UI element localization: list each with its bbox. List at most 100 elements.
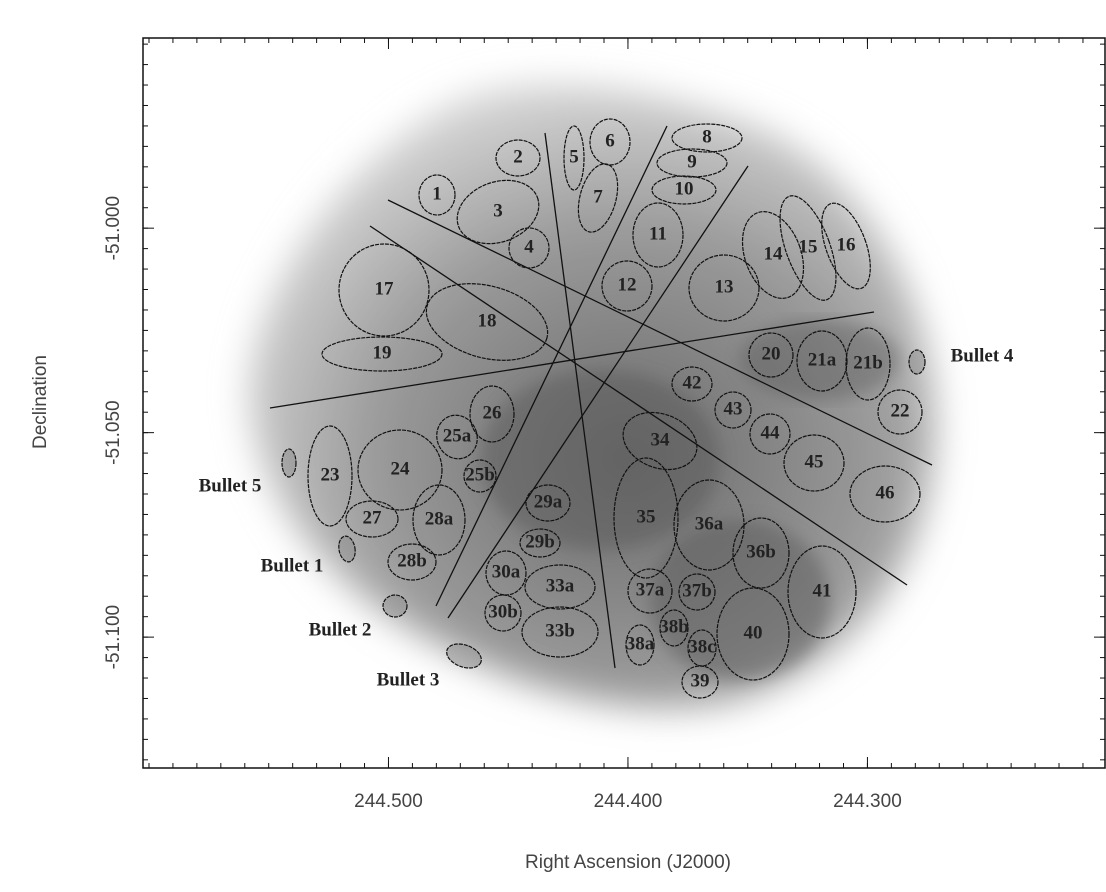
region-label: 1 [432, 183, 442, 204]
region-ellipse [387, 543, 437, 581]
y-tick-label: -51.000 [103, 196, 124, 260]
region-ellipse [425, 283, 549, 361]
region-label: 45 [805, 451, 824, 472]
nebula-image [249, 83, 936, 709]
region-label: 11 [649, 223, 667, 244]
region-label: 33a [546, 575, 575, 596]
region-label: 34 [651, 429, 671, 450]
region-label: 40 [744, 622, 763, 643]
region-label: 26 [483, 402, 502, 423]
region-label: 25a [443, 425, 472, 446]
region-ellipse [613, 457, 679, 579]
region-ellipse [357, 429, 443, 511]
region-ellipse [714, 391, 752, 429]
region-ellipse [622, 411, 698, 471]
region-ellipse [749, 413, 791, 455]
region-label: 46 [876, 482, 895, 503]
region-label: 10 [675, 178, 694, 199]
region-label: 28a [425, 508, 454, 529]
region-ellipse [338, 243, 430, 337]
region-label: 4 [524, 236, 534, 257]
region-ellipse [524, 564, 596, 610]
bullet-label: Bullet 3 [377, 669, 440, 690]
x-tick-label: 244.300 [833, 791, 902, 812]
region-label: 30a [492, 561, 521, 582]
region-ellipse [625, 624, 655, 666]
bullet-ellipse [281, 448, 297, 478]
region-ellipse [779, 195, 837, 301]
region-label: 19 [373, 342, 392, 363]
region-label: 21a [808, 349, 837, 370]
region-ellipse [673, 479, 745, 571]
region-ellipse [577, 163, 619, 233]
region-ellipse [748, 332, 794, 378]
region-label: 35 [637, 506, 656, 527]
region-label: 37a [636, 579, 665, 600]
region-ellipse [678, 573, 716, 611]
region-ellipse [627, 568, 673, 614]
region-ellipse [821, 202, 871, 290]
region-label: 15 [799, 236, 818, 257]
region-label: 16 [837, 234, 856, 255]
bullet-ellipse [446, 643, 482, 669]
region-label: 6 [605, 130, 615, 151]
region-label: 36a [695, 513, 724, 534]
x-tick-label: 244.400 [594, 791, 663, 812]
region-ellipse [412, 484, 466, 556]
y-tick-label: -51.050 [103, 400, 124, 464]
region-ellipse [659, 609, 689, 647]
region-label: 29b [525, 531, 555, 552]
region-ellipse [732, 517, 790, 589]
region-ellipse [796, 330, 848, 392]
region-ellipse [741, 211, 805, 299]
region-ellipse [783, 434, 845, 492]
region-label: 29a [534, 491, 563, 512]
bullet-label: Bullet 2 [309, 619, 372, 640]
region-label: 39 [691, 670, 710, 691]
y-tick-label: -51.100 [103, 605, 124, 669]
region-label: 20 [762, 343, 781, 364]
region-label: 38b [659, 616, 689, 637]
plot-frame [142, 37, 1106, 769]
region-label: 13 [715, 276, 734, 297]
region-label: 2 [513, 146, 523, 167]
region-ellipse [671, 366, 713, 402]
region-label: 24 [391, 458, 411, 479]
bullet-label: Bullet 4 [951, 345, 1014, 366]
region-ellipse [521, 606, 599, 658]
region-ellipse [716, 587, 790, 681]
region-label: 21b [853, 352, 883, 373]
region-label: 25b [465, 464, 495, 485]
region-ellipse [463, 459, 497, 493]
sector-lines [269, 125, 933, 669]
region-ellipse [688, 254, 760, 322]
region-label: 36b [746, 541, 776, 562]
region-label: 38a [626, 633, 655, 654]
region-ellipse [321, 336, 443, 372]
region-ellipse [519, 528, 561, 558]
region-ellipse [671, 123, 743, 153]
region-ellipse [418, 174, 456, 216]
region-label: 44 [761, 422, 781, 443]
region-label: 27 [363, 507, 383, 528]
region-label: 33b [545, 620, 575, 641]
region-label: 43 [724, 398, 743, 419]
bullet-ellipse [338, 535, 356, 563]
region-label: 8 [702, 126, 712, 147]
region-ellipse [601, 260, 653, 312]
bullet-ellipse [382, 594, 408, 618]
region-ellipse [469, 385, 515, 443]
region-label: 5 [569, 146, 579, 167]
region-label: 7 [593, 186, 603, 207]
region-ellipse [632, 202, 684, 268]
region-ellipse [484, 594, 522, 632]
region-label: 17 [375, 278, 395, 299]
bullet-ellipse [908, 349, 926, 375]
region-ellipse [849, 465, 921, 523]
region-ellipse [456, 179, 540, 245]
region-label: 38c [688, 636, 715, 657]
region-label: 3 [493, 200, 503, 221]
region-label: 9 [687, 151, 697, 172]
